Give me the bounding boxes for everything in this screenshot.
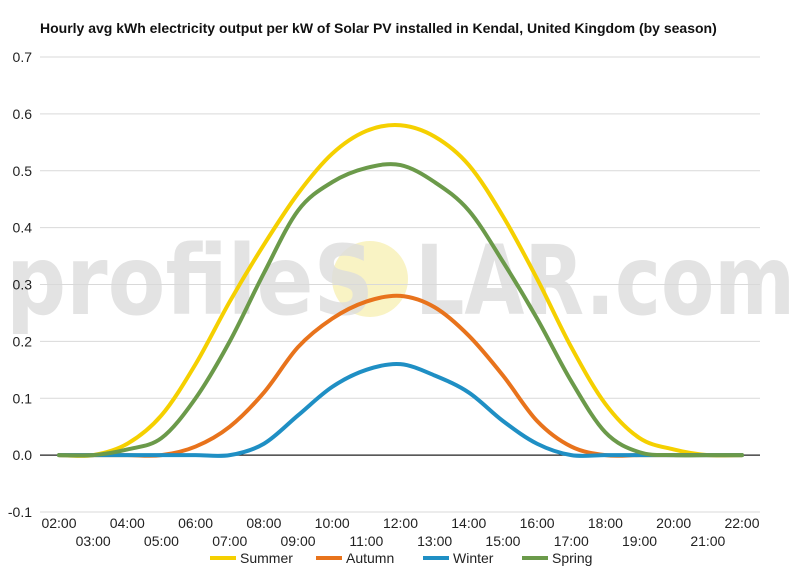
x-tick-label: 15:00	[485, 533, 520, 549]
profilesolar-watermark: profileS LAR.com	[6, 225, 795, 337]
y-tick-label: 0.2	[13, 333, 33, 349]
y-axis-ticks: -0.1 0.0 0.1 0.2 0.3 0.4 0.5 0.6 0.7	[8, 49, 32, 520]
x-tick-label: 07:00	[212, 533, 247, 549]
series-lines	[57, 123, 744, 458]
series-line-spring	[57, 162, 744, 458]
x-tick-label: 18:00	[588, 515, 623, 531]
grid-lines	[40, 56, 760, 513]
x-tick-label: 04:00	[110, 515, 145, 531]
x-tick-label: 03:00	[76, 533, 111, 549]
y-tick-label: 0.1	[13, 390, 33, 406]
y-tick-label: -0.1	[8, 504, 32, 520]
x-tick-label: 02:00	[41, 515, 76, 531]
legend-label-autumn: Autumn	[346, 550, 394, 566]
legend-label-spring: Spring	[552, 550, 592, 566]
series-line-summer	[57, 123, 744, 458]
x-tick-label: 06:00	[178, 515, 213, 531]
legend-label-summer: Summer	[240, 550, 293, 566]
x-tick-label: 13:00	[417, 533, 452, 549]
x-tick-label: 22:00	[724, 515, 759, 531]
watermark-text-left: profileS	[6, 225, 374, 337]
x-tick-label: 10:00	[315, 515, 350, 531]
chart-title: Hourly avg kWh electricity output per kW…	[40, 20, 717, 36]
x-tick-label: 11:00	[349, 533, 383, 549]
x-tick-label: 09:00	[281, 533, 316, 549]
x-tick-label: 14:00	[451, 515, 486, 531]
series-line-winter	[57, 361, 744, 458]
legend: Summer Autumn Winter Spring	[210, 550, 592, 566]
y-tick-label: 0.0	[13, 447, 33, 463]
y-tick-label: 0.6	[13, 106, 33, 122]
y-tick-label: 0.7	[13, 49, 33, 65]
x-tick-label: 08:00	[246, 515, 281, 531]
watermark-text-right: LAR.com	[415, 225, 795, 337]
x-tick-label: 16:00	[520, 515, 555, 531]
x-tick-label: 20:00	[656, 515, 691, 531]
y-tick-label: 0.3	[13, 277, 33, 293]
y-tick-label: 0.4	[13, 220, 33, 236]
x-tick-label: 12:00	[383, 515, 418, 531]
x-tick-label: 05:00	[144, 533, 179, 549]
x-tick-label: 21:00	[690, 533, 725, 549]
legend-label-winter: Winter	[453, 550, 494, 566]
x-tick-label: 17:00	[554, 533, 589, 549]
x-tick-label: 19:00	[622, 533, 657, 549]
y-tick-label: 0.5	[13, 163, 33, 179]
